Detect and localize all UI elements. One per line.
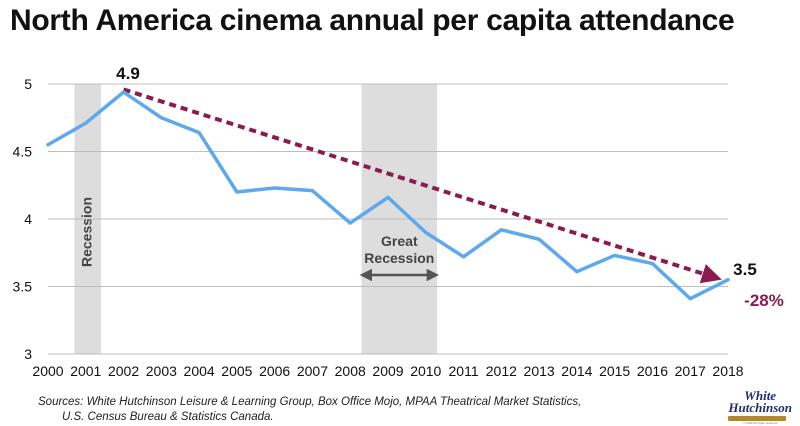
end-value-label: 3.5 <box>733 260 757 279</box>
data-point <box>688 297 692 301</box>
x-tick-label: 2007 <box>297 363 328 379</box>
x-tick-label: 2006 <box>259 363 290 379</box>
trend-arrow <box>122 87 722 284</box>
logo-line-1: White <box>744 388 777 403</box>
change-percent-label: -28% <box>744 291 784 310</box>
x-tick-label: 2018 <box>712 363 743 379</box>
data-point <box>613 253 617 258</box>
data-point <box>575 270 579 274</box>
x-tick-label: 2014 <box>561 363 592 379</box>
x-tick-label: 2015 <box>599 363 630 379</box>
great-recession-label-line-1: Great <box>381 233 418 249</box>
data-point <box>499 228 503 232</box>
chart-title: North America cinema annual per capita a… <box>10 4 735 37</box>
data-point <box>424 230 428 235</box>
logo-bar <box>728 416 787 421</box>
data-point <box>273 186 277 190</box>
y-tick-label: 3.5 <box>13 279 33 295</box>
data-point <box>386 195 390 199</box>
sources-line-1: Sources: White Hutchinson Leisure & Lear… <box>38 396 582 408</box>
data-point <box>537 237 541 241</box>
data-point <box>310 189 315 193</box>
data-point <box>197 131 201 135</box>
white-hutchinson-logo: White Hutchinson © 2019 All rights reser… <box>728 388 792 425</box>
x-tick-label: 2013 <box>524 363 555 379</box>
data-point <box>46 143 50 147</box>
x-tick-label: 2004 <box>184 363 215 379</box>
x-tick-label: 2016 <box>637 363 668 379</box>
x-tick-label: 2012 <box>486 363 517 379</box>
y-tick-label: 5 <box>24 76 32 92</box>
x-tick-label: 2009 <box>372 363 403 379</box>
data-point <box>726 278 730 282</box>
data-point <box>121 90 126 94</box>
logo-line-2: Hutchinson <box>728 400 792 415</box>
x-tick-label: 2001 <box>70 363 101 379</box>
recession-label: Recession <box>78 197 94 267</box>
data-point <box>235 190 239 194</box>
start-value-label: 4.9 <box>116 64 140 83</box>
x-tick-label: 2017 <box>675 363 706 379</box>
x-tick-label: 2000 <box>32 363 63 379</box>
data-point <box>84 121 88 125</box>
x-tick-label: 2002 <box>108 363 139 379</box>
data-point <box>461 255 466 259</box>
sources-line-2: U.S. Census Bureau & Statistics Canada. <box>62 411 274 423</box>
logo-tagline: © 2019 All rights reserved <box>743 421 778 425</box>
y-tick-label: 4.5 <box>13 144 33 160</box>
x-tick-label: 2005 <box>221 363 252 379</box>
x-tick-label: 2008 <box>335 363 366 379</box>
data-point <box>159 116 163 120</box>
data-point <box>650 261 655 266</box>
sources-note: Sources: White Hutchinson Leisure & Lear… <box>38 395 581 425</box>
x-tick-label: 2011 <box>449 363 479 379</box>
y-tick-label: 4 <box>24 211 32 227</box>
great-recession-label-line-2: Recession <box>364 250 434 266</box>
x-tick-label: 2010 <box>410 363 441 379</box>
y-tick-label: 3 <box>24 346 32 362</box>
x-tick-label: 2003 <box>146 363 177 379</box>
data-point <box>348 221 352 225</box>
